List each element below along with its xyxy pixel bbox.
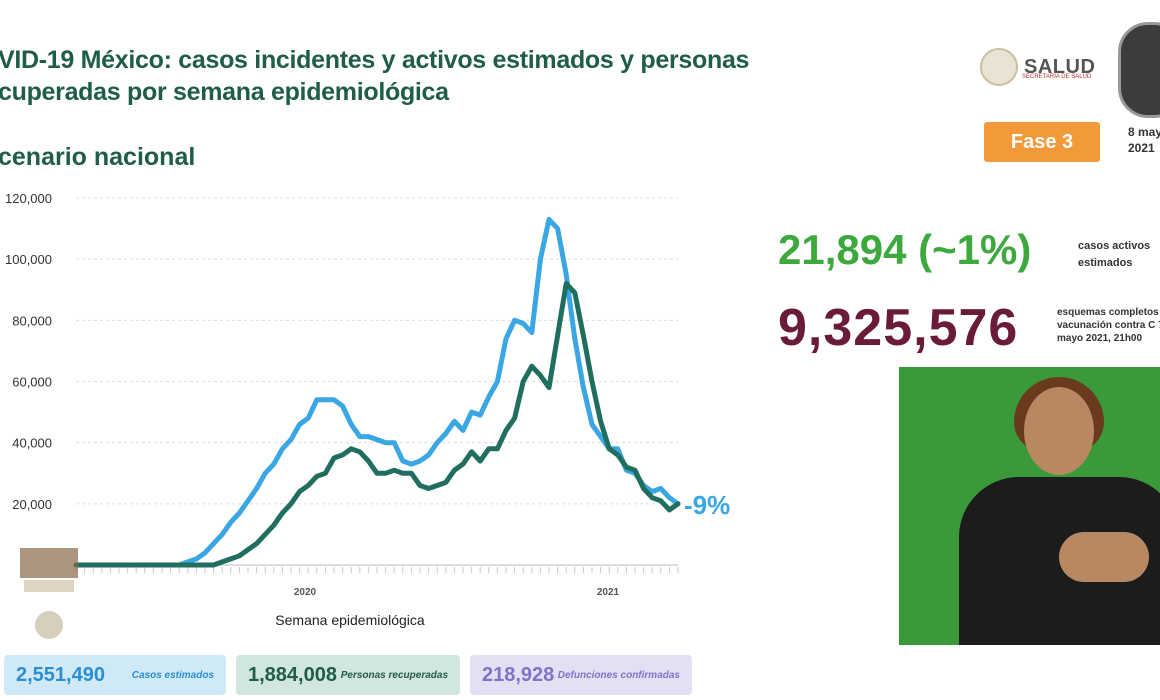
summary-value: 1,884,008 <box>248 663 337 686</box>
brand-subtitle: SECRETARÍA DE SALUD <box>1022 74 1092 80</box>
active-cases-label: casos activos estimados <box>1078 240 1151 269</box>
x-axis-label: Semana epidemiológica <box>275 612 425 628</box>
vaccination-value: 9,325,576 <box>778 299 1019 357</box>
summary-box-1: 1,884,008 Personas recuperadas <box>236 655 460 695</box>
summary-label: Defunciones confirmadas <box>557 669 680 681</box>
y-tick-label: 20,000 <box>12 497 52 512</box>
summary-value: 218,928 <box>482 663 555 686</box>
report-date: 8 may 2021 <box>1128 125 1160 155</box>
summary-box-0: 2,551,490 Casos estimados <box>4 655 226 695</box>
series-line-recovered <box>73 281 681 568</box>
summary-label: Personas recuperadas <box>340 669 448 681</box>
summary-box-2: 218,928 Defunciones confirmadas <box>470 655 692 695</box>
series-line-estimated <box>73 216 681 568</box>
y-tick-label: 100,000 <box>5 252 52 267</box>
y-tick-label: 80,000 <box>12 313 52 328</box>
year-label: 2020 <box>294 587 317 598</box>
vaccination-label: esquemas completos de vacunación contra … <box>1057 307 1160 344</box>
seal-icon <box>980 48 1018 86</box>
heroes-illustration-icon <box>20 548 78 639</box>
page-subtitle: cenario nacional <box>0 143 196 171</box>
y-tick-label: 40,000 <box>12 436 52 451</box>
summary-label: Casos estimados <box>131 669 214 681</box>
cases-line-chart: 20,000 40,000 60,000 80,000 100,000 120,000 20… <box>5 191 730 628</box>
brand-name: SALUD <box>1024 55 1096 78</box>
salud-logo: SALUD SECRETARÍA DE SALUD <box>980 48 1095 86</box>
active-cases-value: 21,894 (~1%) <box>778 226 1032 273</box>
mexico-emblem-icon <box>1118 22 1160 118</box>
year-label: 2021 <box>597 587 620 598</box>
change-annotation: -9% <box>684 490 730 520</box>
y-tick-label: 120,000 <box>5 191 52 206</box>
sign-language-interpreter-video <box>899 367 1160 645</box>
y-tick-label: 60,000 <box>12 375 52 390</box>
summary-value: 2,551,490 <box>16 663 105 686</box>
phase-badge: Fase 3 <box>984 122 1100 162</box>
page-title: VID-19 México: casos incidentes y activo… <box>0 46 750 106</box>
